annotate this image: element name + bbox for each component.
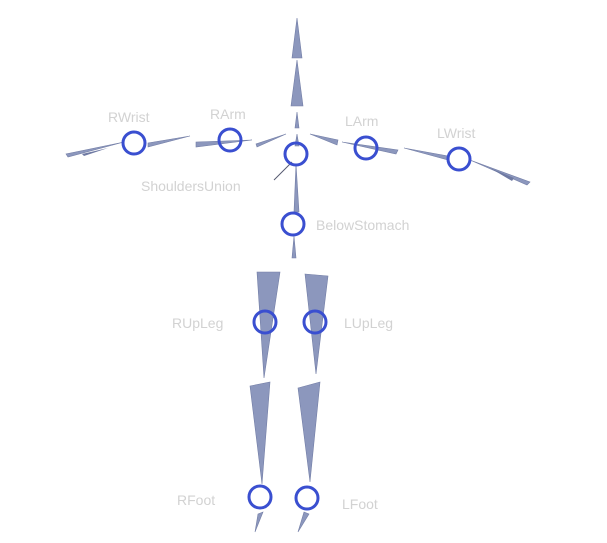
joint-rfoot[interactable] — [247, 484, 273, 510]
left-forearm-bone — [403, 147, 449, 161]
joint-lupleg[interactable] — [302, 309, 328, 335]
label-shoulders-union: ShouldersUnion — [141, 178, 241, 194]
label-below-stomach: BelowStomach — [316, 217, 409, 233]
right-forearm-bone — [147, 135, 191, 148]
upper-spine-bone — [294, 111, 300, 129]
right-shin-bone — [249, 381, 271, 485]
neck-bone — [290, 59, 304, 107]
joint-markers[interactable] — [121, 127, 472, 511]
label-rfoot: RFoot — [177, 492, 215, 508]
leg-bones — [249, 271, 329, 533]
right-arm-bones — [65, 133, 287, 158]
right-hand-bone — [65, 141, 125, 158]
spine-bones — [290, 17, 304, 259]
head-bone — [291, 17, 303, 59]
joint-shoulders-union[interactable] — [283, 141, 309, 167]
left-foot-bone — [297, 511, 310, 533]
label-rarm: RArm — [210, 106, 246, 122]
joint-below-stomach[interactable] — [280, 211, 306, 237]
joint-larm[interactable] — [353, 135, 379, 161]
left-thigh-bone — [304, 273, 329, 375]
joint-rwrist[interactable] — [121, 130, 147, 156]
label-larm: LArm — [345, 113, 378, 129]
joint-lwrist[interactable] — [446, 146, 472, 172]
right-shoulder-bone — [255, 133, 287, 148]
label-lfoot: LFoot — [342, 496, 378, 512]
joint-rarm[interactable] — [217, 127, 243, 153]
label-lupleg: LUpLeg — [344, 315, 393, 331]
left-shin-bone — [297, 381, 321, 483]
left-shoulder-bone — [309, 133, 339, 146]
joint-lfoot[interactable] — [294, 485, 320, 511]
right-foot-bone — [254, 511, 264, 533]
left-upper-arm-bone — [341, 141, 399, 155]
label-rwrist: RWrist — [108, 109, 150, 125]
spine-bone — [293, 163, 300, 213]
right-finger-bone — [82, 148, 108, 156]
label-rupleg: RUpLeg — [172, 315, 223, 331]
left-arm-bones — [309, 133, 531, 186]
joint-labels: RWrist RArm LArm LWrist ShouldersUnion B… — [108, 106, 475, 512]
shoulders-union-leader — [273, 161, 293, 181]
joint-rupleg[interactable] — [252, 309, 278, 335]
right-thigh-bone — [256, 271, 281, 379]
right-upper-arm-bone — [195, 139, 253, 148]
lower-spine-bone — [291, 235, 297, 259]
label-lwrist: LWrist — [437, 125, 475, 141]
left-finger-bone — [490, 168, 514, 181]
